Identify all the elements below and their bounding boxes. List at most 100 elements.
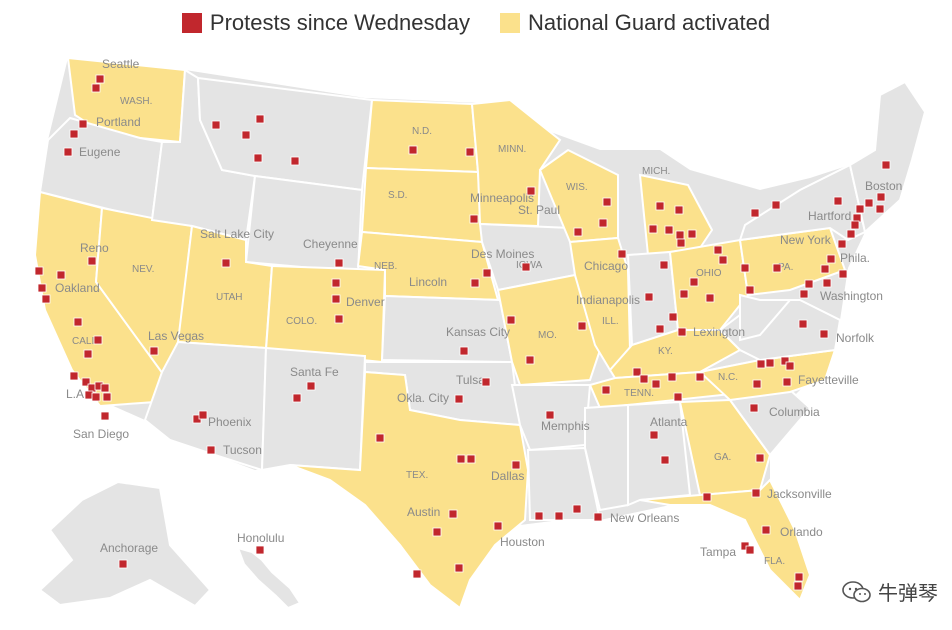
protest-marker: [481, 377, 491, 387]
state-label: TENN.: [624, 388, 654, 399]
protest-marker: [632, 367, 642, 377]
state-louisiana: [526, 446, 602, 521]
city-label: Norfolk: [836, 331, 875, 345]
state-texas: [289, 370, 530, 610]
state-label: ILL.: [602, 316, 619, 327]
protest-marker: [221, 258, 231, 268]
city-label: Fayetteville: [798, 373, 859, 387]
state-label: COLO.: [286, 316, 317, 327]
protest-marker: [676, 238, 686, 248]
protest-marker: [87, 256, 97, 266]
protest-marker: [751, 488, 761, 498]
protest-marker: [756, 359, 766, 369]
protest-marker: [675, 230, 685, 240]
city-label: Honolulu: [237, 531, 284, 545]
state-label: MO.: [538, 330, 557, 341]
state-label: KY.: [658, 346, 673, 357]
protest-marker: [521, 262, 531, 272]
protest-marker: [793, 581, 803, 591]
protest-marker: [465, 147, 475, 157]
protest-marker: [482, 268, 492, 278]
city-label: Phila.: [840, 251, 870, 265]
protest-marker: [679, 289, 689, 299]
protest-markers: [34, 74, 891, 591]
protest-marker: [554, 511, 564, 521]
watermark-text: 牛弹琴: [878, 581, 938, 605]
state-label: TEX.: [406, 470, 428, 481]
city-label: Tampa: [700, 545, 736, 559]
protest-marker: [855, 204, 865, 214]
state-label: PA.: [778, 262, 793, 273]
city-label: Memphis: [541, 419, 590, 433]
protest-marker: [639, 374, 649, 384]
city-label: Lexington: [693, 325, 745, 339]
protest-marker: [466, 454, 476, 464]
protest-marker: [822, 278, 832, 288]
protest-marker: [255, 114, 265, 124]
city-label: Tulsa: [456, 373, 485, 387]
protest-marker: [375, 433, 385, 443]
state-mississippi: [584, 403, 629, 512]
protest-marker: [660, 455, 670, 465]
protest-marker: [819, 329, 829, 339]
state-label: WASH.: [120, 96, 152, 107]
state-west-virginia: [739, 293, 793, 342]
protest-marker: [755, 453, 765, 463]
protest-marker: [118, 559, 128, 569]
protest-marker: [782, 377, 792, 387]
city-label: New Orleans: [610, 511, 679, 525]
state-label: WIS.: [566, 182, 588, 193]
wechat-icon: [842, 580, 871, 602]
legend: Protests since Wednesday National Guard …: [0, 8, 952, 38]
protest-marker: [648, 224, 658, 234]
protest-marker: [91, 83, 101, 93]
protest-marker: [78, 119, 88, 129]
protest-marker: [408, 145, 418, 155]
protest-marker: [306, 381, 316, 391]
state-label: N.C.: [718, 372, 738, 383]
city-label: Jacksonville: [767, 487, 832, 501]
city-label: Columbia: [769, 405, 820, 419]
protest-marker: [432, 527, 442, 537]
protest-marker: [545, 410, 555, 420]
state-label: CALIF.: [72, 336, 102, 347]
legend-protests-label: Protests since Wednesday: [209, 10, 470, 35]
city-label: Denver: [346, 295, 385, 309]
city-label: Anchorage: [100, 541, 158, 555]
protest-marker: [677, 327, 687, 337]
guard-swatch-icon: [499, 13, 520, 33]
protest-marker: [598, 218, 608, 228]
protest-marker: [334, 258, 344, 268]
protest-marker: [799, 289, 809, 299]
protest-marker: [253, 153, 263, 163]
watermark: 牛弹琴: [842, 577, 938, 606]
state-label: OHIO: [696, 268, 722, 279]
protest-marker: [838, 269, 848, 279]
protest-marker: [745, 285, 755, 295]
protest-marker: [100, 411, 110, 421]
state-new-england: [848, 80, 927, 234]
protest-marker: [695, 372, 705, 382]
legend-item-guard: National Guard activated: [499, 10, 770, 36]
protest-marker: [290, 156, 300, 166]
city-label: Phoenix: [208, 415, 251, 429]
city-label: Hartford: [808, 209, 851, 223]
protest-marker: [826, 254, 836, 264]
protest-marker: [772, 263, 782, 273]
city-label: Eugene: [79, 145, 121, 159]
protest-marker: [255, 545, 265, 555]
city-label: San Diego: [73, 427, 129, 441]
protest-marker: [876, 192, 886, 202]
protest-marker: [644, 292, 654, 302]
protest-marker: [334, 314, 344, 324]
protest-marker: [211, 120, 221, 130]
state-label: NEB.: [374, 261, 397, 272]
protest-marker: [525, 355, 535, 365]
protest-marker: [41, 294, 51, 304]
city-label: Atlanta: [650, 415, 688, 429]
state-alaska: [38, 480, 212, 608]
protest-marker: [667, 372, 677, 382]
state-label: UTAH: [216, 292, 242, 303]
protest-marker: [820, 264, 830, 274]
protest-marker: [81, 377, 91, 387]
